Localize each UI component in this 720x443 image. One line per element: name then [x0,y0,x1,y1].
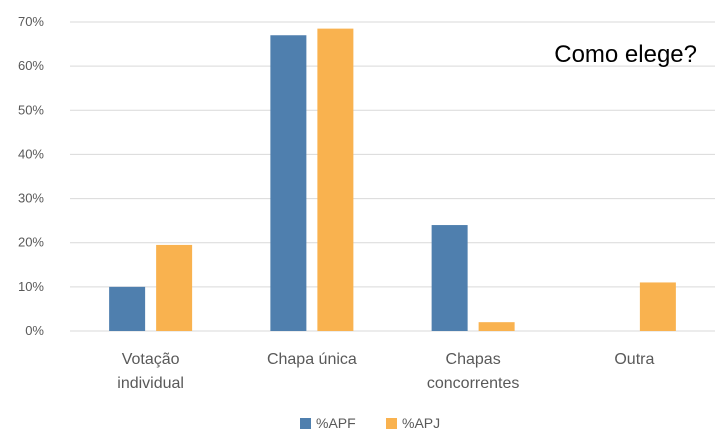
bars [109,28,676,331]
y-tick-label: 30% [18,191,44,206]
legend-swatch [386,418,397,429]
bar-apf-2 [431,225,468,331]
x-category-label-line: concorrentes [427,375,520,392]
x-category-label-line: Votação [122,351,180,368]
y-tick-label: 10% [18,279,44,294]
legend: %APF %APJ [300,415,440,431]
bar-apj-3 [639,282,676,331]
bar-apf-0 [109,286,146,331]
x-category-label-line: Chapas [446,351,501,368]
x-category-label: Votação individual [117,351,184,392]
y-tick-label: 0% [25,323,44,338]
bar-apj-1 [317,28,354,331]
x-category-label-line: Chapa única [267,351,357,368]
legend-label: %APJ [402,415,440,431]
y-tick-label: 60% [18,58,44,73]
x-category-label-line: Outra [614,351,654,368]
y-tick-label: 40% [18,146,44,161]
x-category-label: Chapa única [267,351,357,368]
legend-label: %APF [316,415,356,431]
y-tick-label: 50% [18,102,44,117]
chart-title: Como elege? [554,41,697,68]
x-category-label-line: individual [117,375,184,392]
y-tick-label: 20% [18,235,44,250]
y-axis-tick-labels: 0% 10% 20% 30% 40% 50% 60% 70% [18,14,44,338]
bar-apj-2 [478,322,515,331]
bar-apf-1 [270,35,307,331]
x-category-label: Chapas concorrentes [427,351,520,392]
x-category-label: Outra [614,351,654,368]
x-axis-category-labels: Votação individual Chapa única Chapas concor… [117,351,654,392]
legend-swatch [300,418,311,429]
y-tick-label: 70% [18,14,44,29]
bar-apj-0 [156,244,193,331]
